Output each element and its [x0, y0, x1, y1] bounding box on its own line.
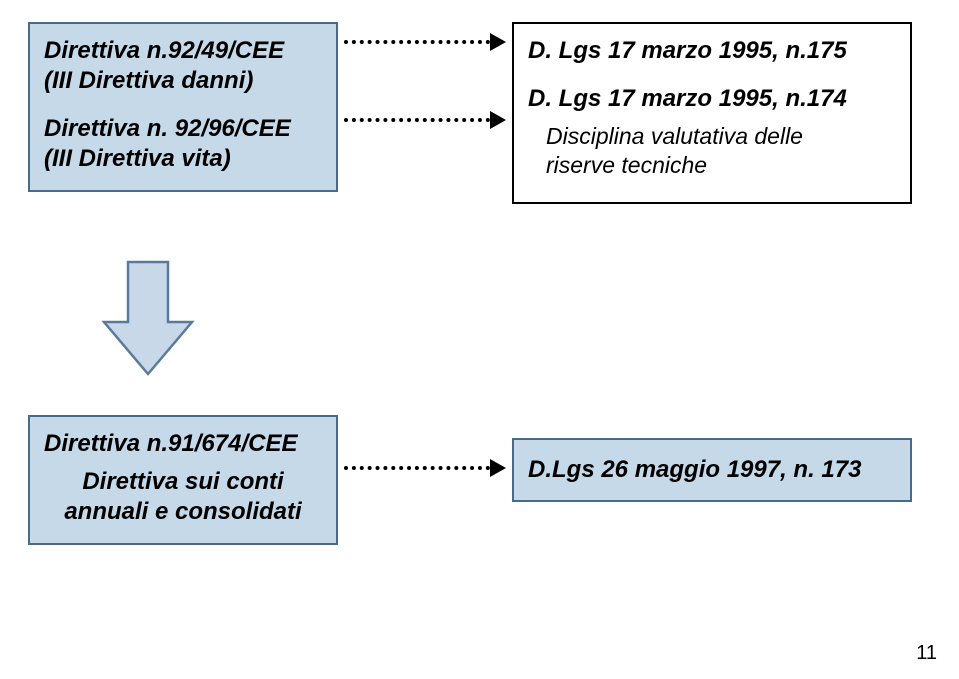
arrow-674-to-173	[344, 466, 504, 470]
directive-vita-label: (III Direttiva vita)	[44, 144, 322, 174]
directive-674-desc-2: annuali e consolidati	[44, 497, 322, 527]
box-dlgs-1995: D. Lgs 17 marzo 1995, n.175 D. Lgs 17 ma…	[512, 22, 912, 204]
box-directives-3rd-gen: Direttiva n.92/49/CEE (III Direttiva dan…	[28, 22, 338, 192]
directive-danni-label: (III Direttiva danni)	[44, 66, 322, 96]
spacer	[528, 114, 896, 122]
box-directive-accounts: Direttiva n.91/674/CEE Direttiva sui con…	[28, 415, 338, 545]
directive-674-desc-1: Direttiva sui conti	[44, 467, 322, 497]
down-arrow-icon	[100, 260, 196, 378]
page-number: 11	[916, 642, 937, 665]
dlgs-173: D.Lgs 26 maggio 1997, n. 173	[528, 455, 861, 485]
directive-674-ref: Direttiva n.91/674/CEE	[44, 429, 322, 459]
directive-danni-ref: Direttiva n.92/49/CEE	[44, 36, 322, 66]
dlgs-175: D. Lgs 17 marzo 1995, n.175	[528, 36, 896, 66]
dlgs-174: D. Lgs 17 marzo 1995, n.174	[528, 84, 896, 114]
spacer	[44, 96, 322, 114]
directive-vita-ref: Direttiva n. 92/96/CEE	[44, 114, 322, 144]
spacer	[528, 66, 896, 84]
box-dlgs-1997: D.Lgs 26 maggio 1997, n. 173	[512, 438, 912, 502]
disciplina-line1: Disciplina valutativa delle	[546, 122, 896, 151]
arrow-vita-to-174	[344, 118, 504, 122]
disciplina-line2: riserve tecniche	[546, 151, 896, 180]
spacer	[44, 459, 322, 467]
arrow-danni-to-175	[344, 40, 504, 44]
